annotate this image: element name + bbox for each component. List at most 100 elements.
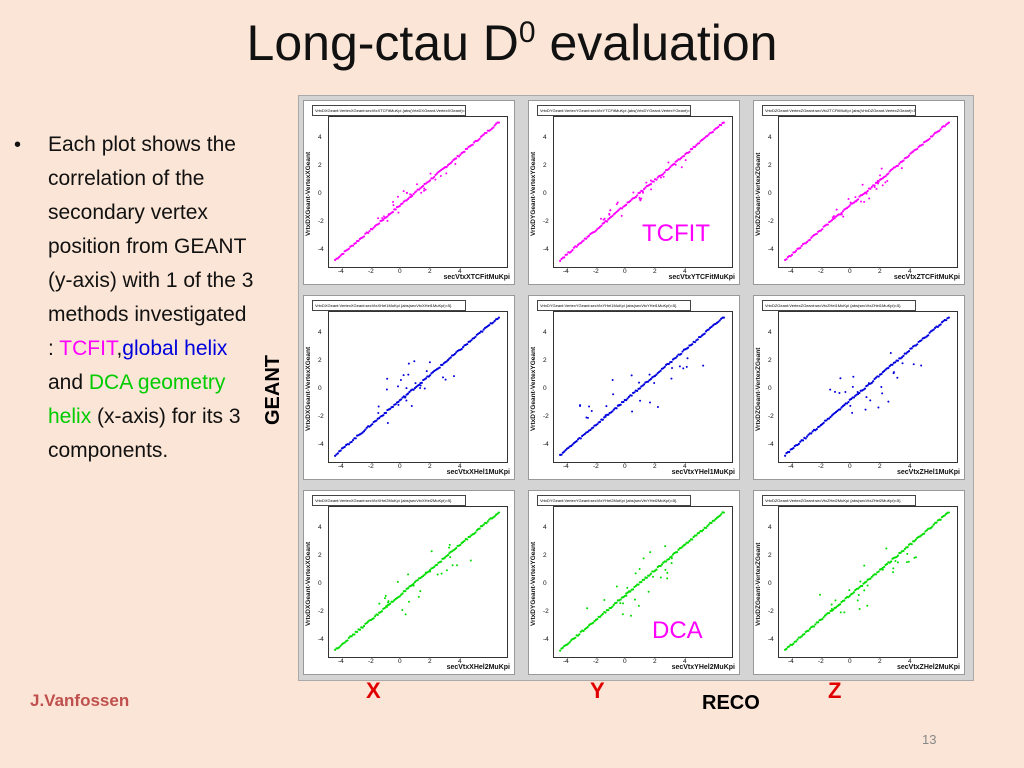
data-point bbox=[609, 209, 612, 212]
data-point bbox=[488, 324, 491, 327]
data-point bbox=[801, 439, 805, 442]
data-point bbox=[628, 590, 631, 593]
data-point bbox=[361, 626, 364, 629]
data-point bbox=[578, 633, 581, 636]
x-tick-label: -2 bbox=[593, 658, 599, 665]
data-point bbox=[634, 572, 637, 575]
data-point bbox=[450, 160, 454, 163]
data-point bbox=[422, 574, 425, 578]
author: J.Vanfossen bbox=[30, 691, 130, 710]
data-point bbox=[828, 417, 831, 420]
data-point bbox=[883, 565, 886, 569]
y-tick-label: 2 bbox=[318, 162, 322, 169]
data-point bbox=[722, 121, 725, 124]
data-point bbox=[934, 326, 937, 329]
data-point bbox=[478, 137, 481, 140]
data-point bbox=[913, 540, 916, 543]
data-point bbox=[386, 215, 389, 218]
data-point bbox=[334, 258, 337, 262]
data-point bbox=[444, 378, 447, 381]
data-point bbox=[817, 621, 820, 624]
plot-title: VrtxDXGeant:VertexXGeant:secVtxXHel2MuKp… bbox=[312, 495, 466, 506]
plot-title: VrtxDYGeant:VertexYGeant:secVtxYHel1MuKp… bbox=[537, 300, 691, 311]
data-point bbox=[796, 638, 799, 641]
data-point bbox=[925, 529, 928, 532]
data-point bbox=[404, 396, 407, 399]
data-point bbox=[588, 405, 591, 408]
data-point bbox=[364, 428, 367, 431]
data-point bbox=[586, 416, 589, 419]
data-point bbox=[655, 568, 658, 571]
data-point bbox=[422, 184, 425, 187]
data-point bbox=[469, 559, 472, 562]
data-point bbox=[692, 535, 695, 539]
data-point bbox=[852, 396, 856, 399]
data-point bbox=[582, 239, 585, 242]
data-point bbox=[391, 405, 395, 408]
data-point bbox=[336, 452, 339, 455]
data-point bbox=[713, 519, 716, 522]
data-point bbox=[399, 379, 402, 382]
data-point bbox=[615, 203, 618, 206]
x-tick-label: -4 bbox=[563, 268, 569, 275]
data-point bbox=[373, 615, 377, 618]
data-point bbox=[415, 183, 418, 186]
data-point bbox=[857, 593, 860, 596]
data-point bbox=[838, 392, 841, 395]
data-point bbox=[397, 385, 400, 388]
data-point bbox=[406, 587, 410, 590]
data-point bbox=[923, 532, 926, 535]
data-point bbox=[389, 602, 392, 605]
data-point bbox=[706, 134, 709, 138]
data-point bbox=[417, 595, 420, 598]
scatter-points bbox=[559, 511, 725, 652]
data-point bbox=[866, 384, 869, 387]
data-point bbox=[638, 387, 642, 390]
plot-y-label: VrtxDXGeant-VertexXGeant bbox=[305, 346, 312, 432]
data-point bbox=[615, 407, 618, 410]
data-point bbox=[351, 244, 355, 247]
data-point bbox=[367, 231, 370, 234]
data-point bbox=[680, 352, 683, 355]
data-point bbox=[350, 440, 353, 444]
data-point bbox=[347, 247, 350, 250]
scatter-plot: VrtxDZGeant:VertexZGeant:secVtxZHel1MuKp… bbox=[753, 295, 965, 480]
data-point bbox=[616, 209, 620, 212]
data-point bbox=[915, 556, 918, 559]
data-point bbox=[830, 607, 833, 610]
data-point bbox=[863, 200, 866, 203]
data-point bbox=[717, 320, 720, 323]
data-point bbox=[863, 387, 867, 390]
data-point bbox=[417, 383, 421, 386]
data-point bbox=[900, 167, 903, 170]
scatter-plot: VrtxDYGeant:VertexYGeant:secVtxYHel2MuKp… bbox=[528, 490, 740, 675]
data-point bbox=[383, 606, 386, 610]
data-point bbox=[615, 601, 618, 604]
data-point bbox=[647, 380, 650, 383]
data-point bbox=[693, 145, 697, 148]
data-point bbox=[371, 423, 374, 426]
data-point bbox=[928, 331, 931, 334]
data-point bbox=[431, 177, 434, 180]
data-point bbox=[439, 560, 443, 563]
data-point bbox=[868, 197, 871, 200]
data-point bbox=[852, 375, 855, 378]
data-point bbox=[811, 430, 814, 433]
data-point bbox=[601, 418, 604, 421]
data-point bbox=[365, 621, 368, 625]
bullet-text-after: (x-axis) for its 3 components. bbox=[48, 405, 241, 462]
y-tick-label: -4 bbox=[318, 636, 324, 643]
scatter-plot: VrtxDXGeant:VertexXGeant:secVtxXHel1MuKp… bbox=[303, 295, 515, 480]
data-point bbox=[947, 121, 950, 124]
data-point bbox=[385, 388, 388, 391]
data-point bbox=[457, 155, 461, 158]
data-point bbox=[722, 511, 725, 514]
plot-x-label: secVtxZHel1MuKpi bbox=[896, 469, 960, 476]
data-point bbox=[592, 621, 595, 624]
y-tick-label: 2 bbox=[543, 162, 547, 169]
bullet-tcfit: TCFIT bbox=[59, 337, 117, 360]
data-point bbox=[807, 629, 810, 632]
data-point bbox=[819, 593, 822, 596]
data-point bbox=[380, 610, 384, 613]
scatter-plot: VrtxDXGeant:VertexXGeant:secVtxXHel2MuKp… bbox=[303, 490, 515, 675]
